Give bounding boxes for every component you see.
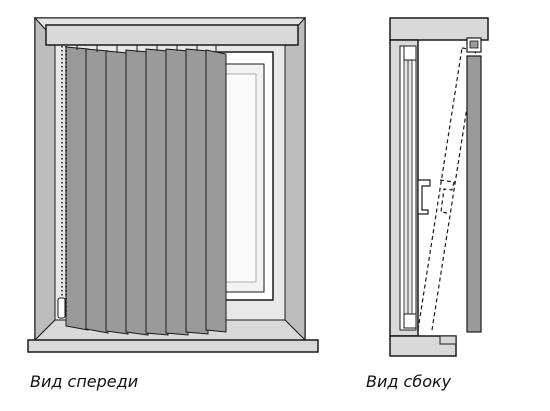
niche-left-reveal xyxy=(34,16,56,342)
front-view-caption: Вид спереди xyxy=(30,372,139,391)
side-wall-top xyxy=(389,17,489,41)
niche-right-reveal xyxy=(284,16,306,342)
slats xyxy=(65,46,227,336)
slat xyxy=(85,48,109,334)
slat xyxy=(205,49,227,333)
slat xyxy=(145,48,169,336)
slat xyxy=(185,48,209,335)
side-view-caption: Вид сбоку xyxy=(366,372,452,391)
side-view xyxy=(389,17,489,357)
front-view xyxy=(27,16,319,353)
headrail xyxy=(45,24,299,46)
window-sill xyxy=(27,339,319,353)
window-glass-inner xyxy=(221,73,257,283)
slat-hangers xyxy=(76,45,217,53)
side-sill-lip xyxy=(439,335,457,345)
side-bottom-clamp xyxy=(403,313,417,329)
side-slat xyxy=(466,55,482,333)
slat xyxy=(165,48,189,336)
chain-weight xyxy=(57,297,66,319)
slat xyxy=(105,50,129,335)
slat xyxy=(125,49,149,336)
side-headrail-clip xyxy=(469,40,479,49)
slat xyxy=(65,46,89,331)
side-top-clamp xyxy=(403,45,417,61)
window-handle xyxy=(417,179,431,215)
